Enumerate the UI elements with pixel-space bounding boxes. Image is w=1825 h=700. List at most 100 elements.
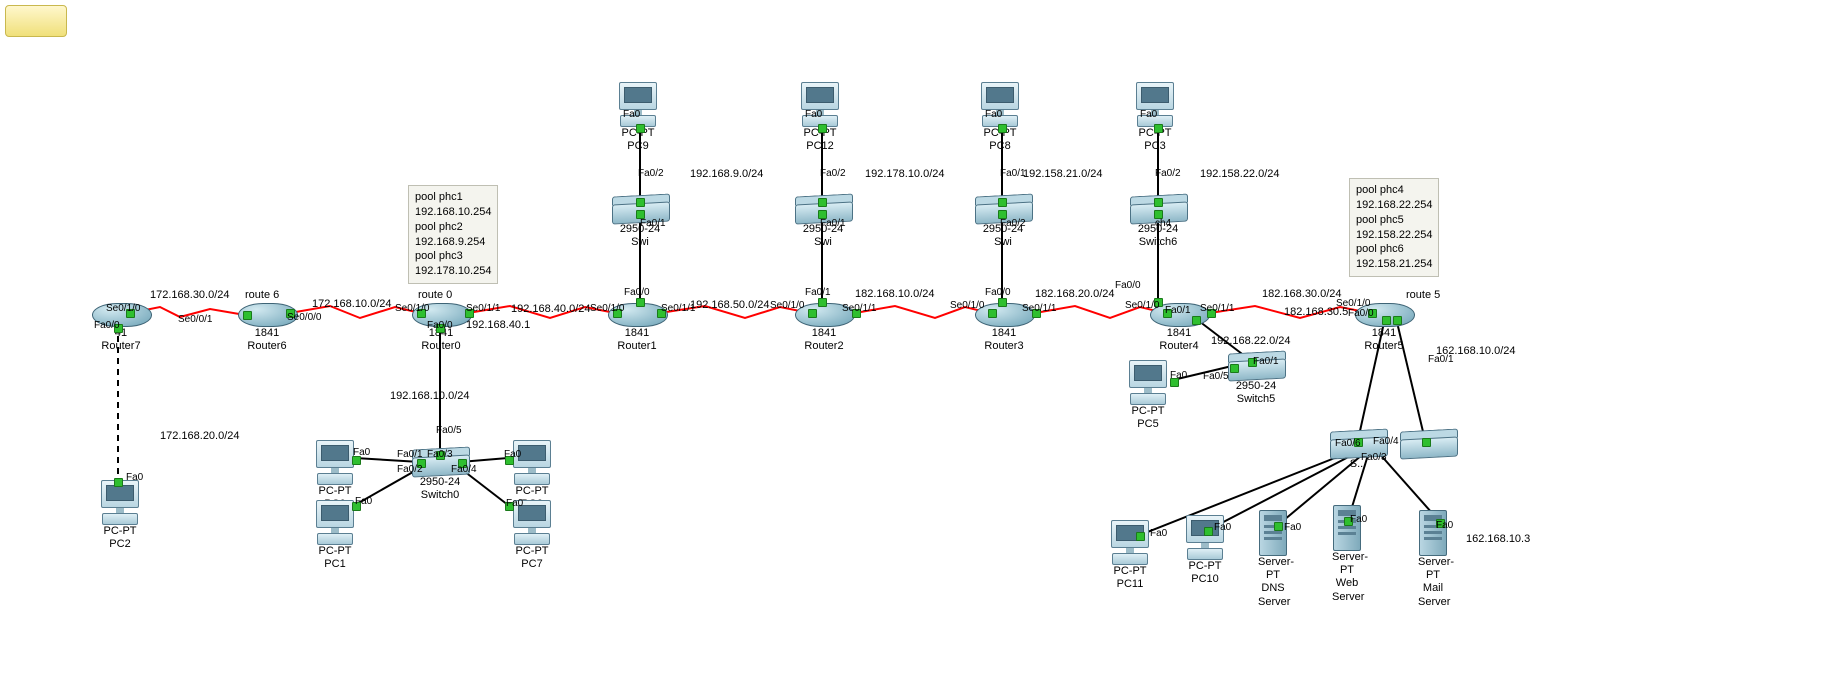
port-label: Fa0/2: [1000, 218, 1026, 230]
net-label: 192.158.21.0/24: [1023, 168, 1103, 181]
port-label: Fa0/1: [805, 287, 831, 299]
net-label: route 0: [418, 289, 452, 302]
port-label: Fa0: [1350, 514, 1367, 526]
port-dot: [818, 298, 827, 307]
port-label: Fa0/1: [1428, 354, 1454, 366]
port-label: Fa0/0: [94, 320, 120, 332]
port-label: Fa0: [355, 496, 372, 508]
port-label: Fa0: [353, 447, 370, 459]
net-label: 192.168.40.1: [466, 319, 530, 332]
port-label: Se0/1/0: [590, 303, 624, 315]
port-label: Fa0: [1284, 522, 1301, 534]
port-dot: [818, 124, 827, 133]
port-label: Fa0/0: [427, 320, 453, 332]
note2: pool phc4 192.168.22.254 pool phc5 192.1…: [1349, 178, 1439, 277]
port-label: Fa0/1: [820, 218, 846, 230]
port-dot: [818, 198, 827, 207]
port-label: Fa0: [1214, 522, 1231, 534]
port-label: Fa0/0: [1348, 308, 1374, 320]
port-label: Fa0: [805, 109, 822, 121]
port-label: ch4: [1155, 218, 1171, 230]
port-label: Fa0: [985, 109, 1002, 121]
net-label: 192.168.10.0/24: [390, 390, 470, 403]
port-label: Fa0/1: [397, 449, 423, 461]
port-label: Fa0/2: [638, 168, 664, 180]
port-label: Fa0: [504, 449, 521, 461]
net-label: 192.168.50.0/24: [690, 299, 770, 312]
port-dot: [1136, 532, 1145, 541]
net-label: 162.168.10.3: [1466, 533, 1530, 546]
net-label: 172.168.10.0/24: [312, 298, 392, 311]
net-label: 182.168.10.0/24: [855, 288, 935, 301]
port-label: Fa0/0: [1115, 280, 1141, 292]
net-label: 192.168.22.0/24: [1211, 335, 1291, 348]
port-dot: [636, 198, 645, 207]
net-label: 192.178.10.0/24: [865, 168, 945, 181]
port-dot: [808, 309, 817, 318]
port-label: Fa0/0: [985, 287, 1011, 299]
port-dot: [998, 124, 1007, 133]
port-label: Fa0: [126, 472, 143, 484]
port-dot: [1230, 364, 1239, 373]
net-label: 192.168.40.0/24: [511, 303, 591, 316]
port-label: Fa0/5: [1203, 371, 1229, 383]
port-label: Fa0/1: [1165, 305, 1191, 317]
port-label: Se0/1/1: [1022, 303, 1056, 315]
port-label: Se0/1/1: [1200, 303, 1234, 315]
port-label: Fa0/0: [624, 287, 650, 299]
port-dot: [998, 298, 1007, 307]
port-dot: [1154, 124, 1163, 133]
port-dot: [1274, 522, 1283, 531]
port-label: Fa0/3: [1361, 452, 1387, 464]
port-label: Fa0: [506, 498, 523, 510]
port-label: Se0/1/0: [770, 300, 804, 312]
net-label: 192.168.9.0/24: [690, 168, 763, 181]
port-label: Fa0/3: [427, 449, 453, 461]
port-label: Se0/0/1: [178, 314, 212, 326]
pc-1[interactable]: PC-PTPC1: [315, 500, 355, 571]
port-label: Se0/1/0: [106, 303, 140, 315]
port-dot: [1192, 316, 1201, 325]
note1: pool phc1 192.168.10.254 pool phc2 192.1…: [408, 185, 498, 284]
net-label: 172.168.20.0/24: [160, 430, 240, 443]
port-label: Fa0/1: [640, 218, 666, 230]
port-label: Fa0/2: [1155, 168, 1181, 180]
port-dot: [988, 309, 997, 318]
port-label: Se0/1/1: [661, 303, 695, 315]
net-label: 182.168.20.0/24: [1035, 288, 1115, 301]
port-dot: [1422, 438, 1431, 447]
port-dot: [1204, 527, 1213, 536]
net-label: 172.168.30.0/24: [150, 289, 230, 302]
port-label: Fa0: [1140, 109, 1157, 121]
port-label: Fa0/5: [436, 425, 462, 437]
net-label: 182.168.30.0/24: [1262, 288, 1342, 301]
port-dot: [243, 311, 252, 320]
port-label: Fa0/4: [1373, 436, 1399, 448]
port-dot: [998, 198, 1007, 207]
port-dot: [636, 124, 645, 133]
port-label: Se0/1/1: [842, 303, 876, 315]
pc-11[interactable]: PC-PTPC11: [1110, 520, 1150, 591]
net-label: 192.158.22.0/24: [1200, 168, 1280, 181]
pc-5[interactable]: PC-PTPC5: [1128, 360, 1168, 431]
port-label: Se0/1/0: [950, 300, 984, 312]
port-dot: [636, 298, 645, 307]
port-label: Fa0: [1170, 370, 1187, 382]
port-label: Fa0: [1436, 520, 1453, 532]
port-label: Fa0/4: [451, 464, 477, 476]
port-dot: [1393, 316, 1402, 325]
port-label: Se0/1/1: [466, 303, 500, 315]
port-label: Fa0/1: [1000, 168, 1026, 180]
port-label: Fa0: [1150, 528, 1167, 540]
pc-2[interactable]: PC-PTPC2: [100, 480, 140, 551]
net-label: route 5: [1406, 289, 1440, 302]
port-label: Se0/0/0: [287, 312, 321, 324]
port-dot: [1154, 198, 1163, 207]
port-label: Se0/1/0: [1125, 300, 1159, 312]
port-label: Fa0/2: [820, 168, 846, 180]
toolbar-icon: [5, 5, 67, 37]
pc-7[interactable]: PC-PTPC7: [512, 500, 552, 571]
port-dot: [1382, 316, 1391, 325]
port-label: Fa0: [623, 109, 640, 121]
port-dot: [114, 478, 123, 487]
